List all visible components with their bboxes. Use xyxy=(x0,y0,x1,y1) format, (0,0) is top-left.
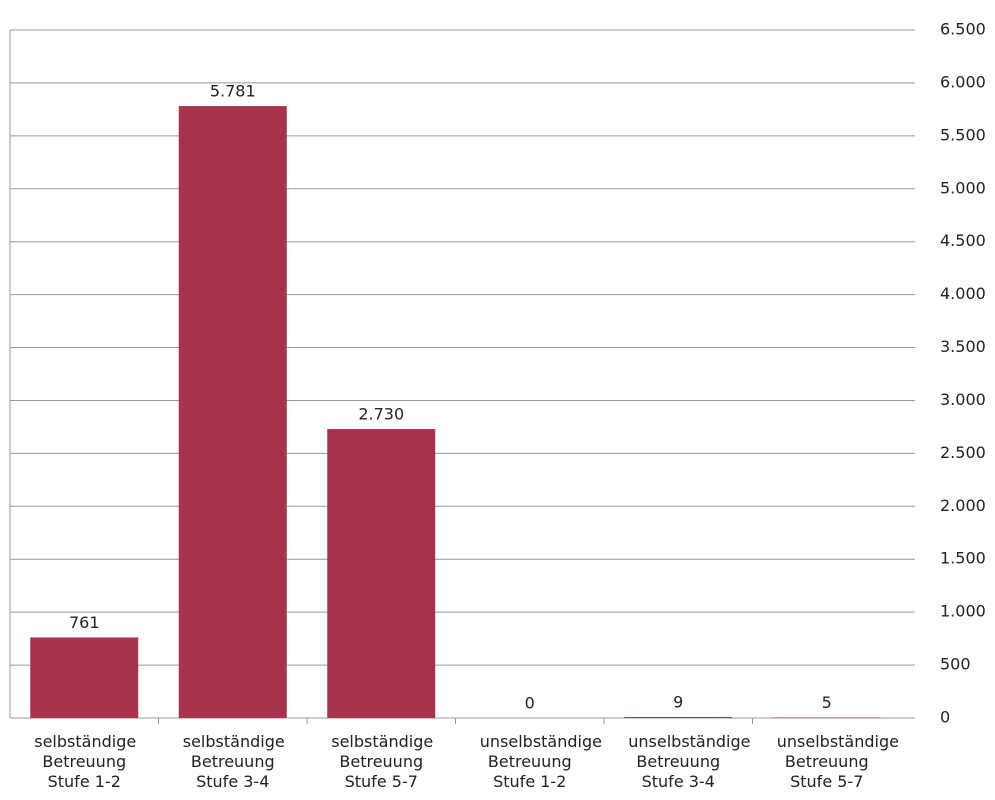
y-tick-label: 1.500 xyxy=(940,549,986,568)
y-tick-label: 2.000 xyxy=(940,496,986,515)
bar xyxy=(772,717,881,718)
data-label: 5 xyxy=(822,693,832,712)
x-tick-label: selbständige Betreuung Stufe 3-4 xyxy=(182,732,285,791)
data-label: 2.730 xyxy=(358,405,404,424)
bar xyxy=(624,717,733,718)
bar xyxy=(327,429,436,718)
y-tick-label: 4.000 xyxy=(940,284,986,303)
y-tick-label: 6.500 xyxy=(940,20,986,39)
y-tick-label: 5.500 xyxy=(940,125,986,144)
y-tick-label: 500 xyxy=(940,655,971,674)
x-tick-label: selbständige Betreuung Stufe 5-7 xyxy=(331,732,434,791)
y-tick-label: 6.000 xyxy=(940,72,986,91)
y-tick-label: 3.000 xyxy=(940,390,986,409)
y-tick-label: 1.000 xyxy=(940,602,986,621)
data-label: 0 xyxy=(525,694,535,713)
y-tick-label: 2.500 xyxy=(940,443,986,462)
x-tick-label: unselbständige Betreuung Stufe 1-2 xyxy=(479,732,602,791)
y-tick-label: 5.000 xyxy=(940,178,986,197)
data-label: 761 xyxy=(69,613,100,632)
y-tick-label: 0 xyxy=(940,708,950,727)
x-tick-label: selbständige Betreuung Stufe 1-2 xyxy=(34,732,137,791)
bar xyxy=(30,637,139,718)
y-tick-label: 3.500 xyxy=(940,337,986,356)
y-tick-label: 4.500 xyxy=(940,231,986,250)
data-label: 5.781 xyxy=(210,82,256,101)
x-tick-label: unselbständige Betreuung Stufe 3-4 xyxy=(628,732,751,791)
x-tick-label: unselbständige Betreuung Stufe 5-7 xyxy=(776,732,899,791)
data-label: 9 xyxy=(673,693,683,712)
bar xyxy=(178,106,287,718)
